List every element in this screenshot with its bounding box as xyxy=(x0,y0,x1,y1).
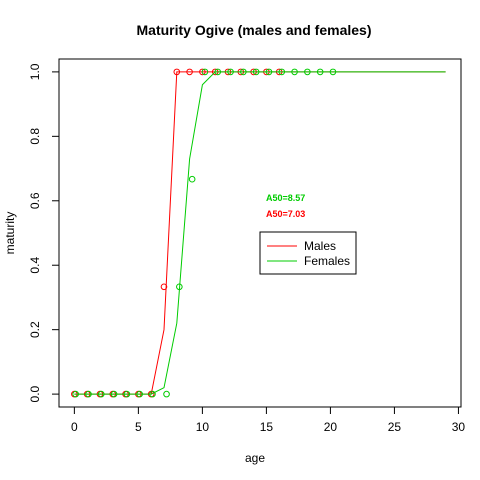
females-data-point xyxy=(291,68,298,76)
males-data-point xyxy=(173,68,181,76)
females-data-point xyxy=(201,68,209,76)
series-layer xyxy=(71,68,446,398)
females-data-point xyxy=(136,390,143,398)
x-axis: 0 5 10 15 20 25 30 xyxy=(71,406,466,434)
females-data-point xyxy=(214,68,222,76)
males-data-point xyxy=(186,68,193,76)
y-tick-label: 0.2 xyxy=(28,321,42,338)
females-data-point xyxy=(97,390,105,398)
females-series xyxy=(72,68,446,398)
y-axis-title: maturity xyxy=(3,212,17,255)
females-data-point xyxy=(188,175,196,183)
females-data-point xyxy=(316,68,324,76)
females-data-point xyxy=(72,390,79,398)
x-tick-label: 0 xyxy=(71,420,78,434)
a50-annotation: A50=7.03 xyxy=(266,209,305,219)
females-data-point xyxy=(123,390,131,398)
y-axis: 0.0 0.2 0.4 0.6 0.8 1.0 xyxy=(28,63,60,402)
males-data-point xyxy=(160,283,168,291)
y-tick-label: 0.0 xyxy=(28,385,42,402)
females-fitted-line xyxy=(74,71,446,395)
females-data-point xyxy=(149,390,156,398)
males-series xyxy=(71,68,446,398)
legend-label-females: Females xyxy=(304,254,350,268)
chart-title: Maturity Ogive (males and females) xyxy=(137,22,372,38)
y-tick-label: 1.0 xyxy=(28,63,42,80)
legend-label-males: Males xyxy=(304,239,336,253)
females-data-point xyxy=(227,68,234,76)
males-data-point xyxy=(199,68,206,76)
females-data-point xyxy=(252,68,260,76)
annotation-layer: A50=8.57 A50=7.03 xyxy=(266,193,305,219)
females-data-point xyxy=(304,68,311,76)
x-tick-label: 30 xyxy=(452,420,466,434)
legend-box xyxy=(259,231,357,275)
x-axis-title: age xyxy=(245,451,265,465)
females-data-point xyxy=(176,283,183,291)
x-tick-label: 10 xyxy=(196,420,210,434)
x-tick-label: 5 xyxy=(135,420,142,434)
females-data-point xyxy=(163,390,170,398)
females-data-point xyxy=(265,68,273,76)
x-tick-label: 20 xyxy=(324,420,338,434)
y-tick-label: 0.6 xyxy=(28,192,42,209)
y-tick-label: 0.4 xyxy=(28,257,42,274)
females-data-point xyxy=(329,68,337,76)
females-data-point xyxy=(85,390,92,398)
x-tick-label: 25 xyxy=(388,420,402,434)
females-data-point xyxy=(240,68,247,76)
x-tick-label: 15 xyxy=(260,420,274,434)
a50-annotation: A50=8.57 xyxy=(266,193,305,203)
females-data-point xyxy=(110,390,118,398)
y-tick-label: 0.8 xyxy=(28,128,42,145)
females-data-point xyxy=(278,68,286,76)
